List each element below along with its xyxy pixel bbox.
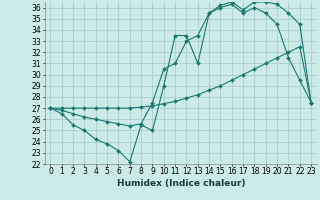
X-axis label: Humidex (Indice chaleur): Humidex (Indice chaleur) (116, 179, 245, 188)
